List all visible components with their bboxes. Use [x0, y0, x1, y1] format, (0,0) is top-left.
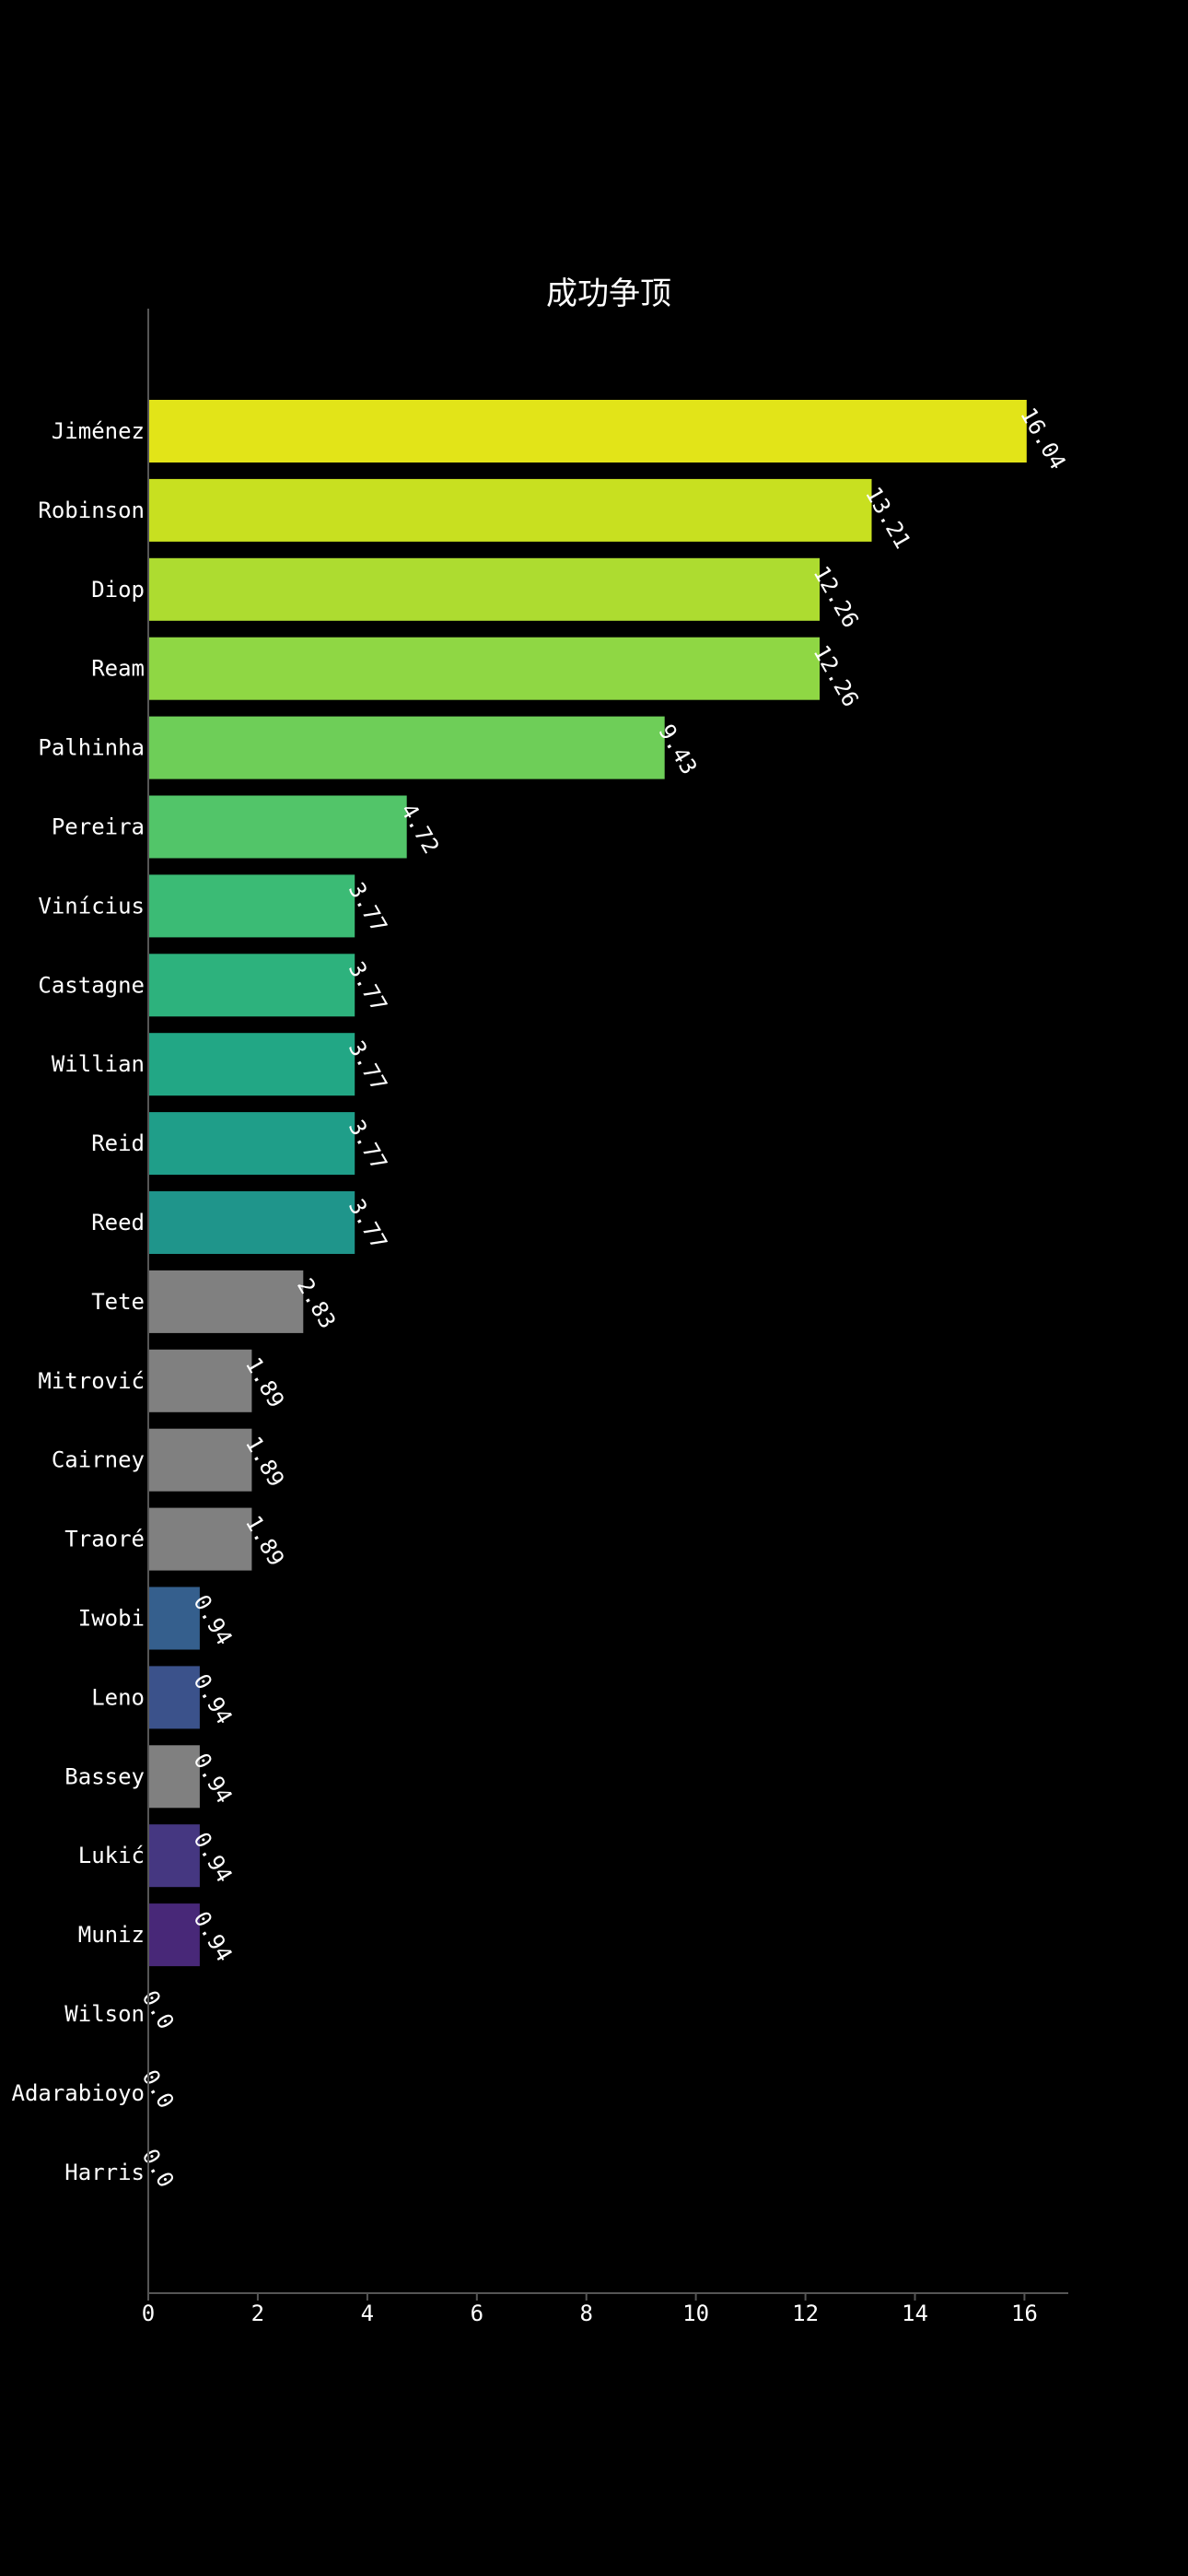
- bar-6: [148, 874, 355, 938]
- y-tick-label: Castagne: [38, 972, 145, 998]
- bar-0: [148, 400, 1027, 463]
- bar-11: [148, 1270, 304, 1333]
- bar-16: [148, 1666, 200, 1729]
- x-tick-label: 14: [902, 2301, 928, 2326]
- y-tick-label: Jiménez: [52, 418, 145, 444]
- y-tick-label: Robinson: [38, 498, 145, 523]
- bar-2: [148, 557, 820, 621]
- bar-3: [148, 637, 820, 700]
- bar-13: [148, 1428, 252, 1492]
- y-tick-label: Pereira: [52, 814, 145, 840]
- bar-12: [148, 1349, 252, 1412]
- x-tick-label: 0: [142, 2301, 155, 2326]
- y-tick-label: Mitrović: [38, 1368, 145, 1394]
- bars-group: [148, 400, 1027, 1967]
- y-tick-label: Iwobi: [78, 1606, 145, 1632]
- x-tick-label: 10: [682, 2301, 709, 2326]
- y-tick-label: Diop: [91, 577, 145, 603]
- y-tick-label: Leno: [91, 1684, 145, 1710]
- x-axis-ticks: 0 2 4 6 8 10 12 14 16: [142, 2293, 1038, 2326]
- bar-7: [148, 954, 355, 1017]
- y-tick-label: Reed: [91, 1210, 145, 1235]
- y-tick-label: Reid: [91, 1130, 145, 1156]
- y-tick-label: Lukić: [78, 1843, 145, 1868]
- x-tick-label: 16: [1011, 2301, 1038, 2326]
- bar-15: [148, 1587, 200, 1650]
- bar-18: [148, 1824, 200, 1888]
- chart-title: 成功争顶: [546, 275, 671, 312]
- y-tick-label: Tete: [91, 1289, 145, 1315]
- y-tick-label: Muniz: [78, 1922, 145, 1948]
- bar-9: [148, 1112, 355, 1176]
- y-tick-label: Traoré: [64, 1527, 145, 1552]
- y-tick-label: Harris: [64, 2160, 145, 2185]
- bar-8: [148, 1033, 355, 1096]
- y-axis-labels: Jiménez Robinson Diop Ream Palhinha Pereira Vi…: [12, 418, 146, 2185]
- y-tick-label: Palhinha: [38, 735, 145, 761]
- y-tick-label: Cairney: [52, 1447, 145, 1473]
- x-tick-label: 4: [361, 2301, 374, 2326]
- y-tick-label: Willian: [52, 1051, 145, 1077]
- bar-19: [148, 1903, 200, 1967]
- bar-1: [148, 478, 872, 542]
- x-tick-label: 12: [792, 2301, 819, 2326]
- x-tick-label: 6: [471, 2301, 483, 2326]
- y-tick-label: Vinícius: [38, 893, 145, 919]
- bar-17: [148, 1745, 200, 1809]
- bar-4: [148, 716, 665, 779]
- bar-10: [148, 1191, 355, 1254]
- y-tick-label: Wilson: [64, 2001, 145, 2027]
- x-tick-label: 2: [251, 2301, 264, 2326]
- x-tick-label: 8: [579, 2301, 592, 2326]
- bar-5: [148, 795, 407, 859]
- y-tick-label: Ream: [91, 656, 145, 682]
- y-tick-label: Bassey: [64, 1763, 145, 1789]
- bar-14: [148, 1507, 252, 1571]
- y-tick-label: Adarabioyo: [12, 2080, 146, 2106]
